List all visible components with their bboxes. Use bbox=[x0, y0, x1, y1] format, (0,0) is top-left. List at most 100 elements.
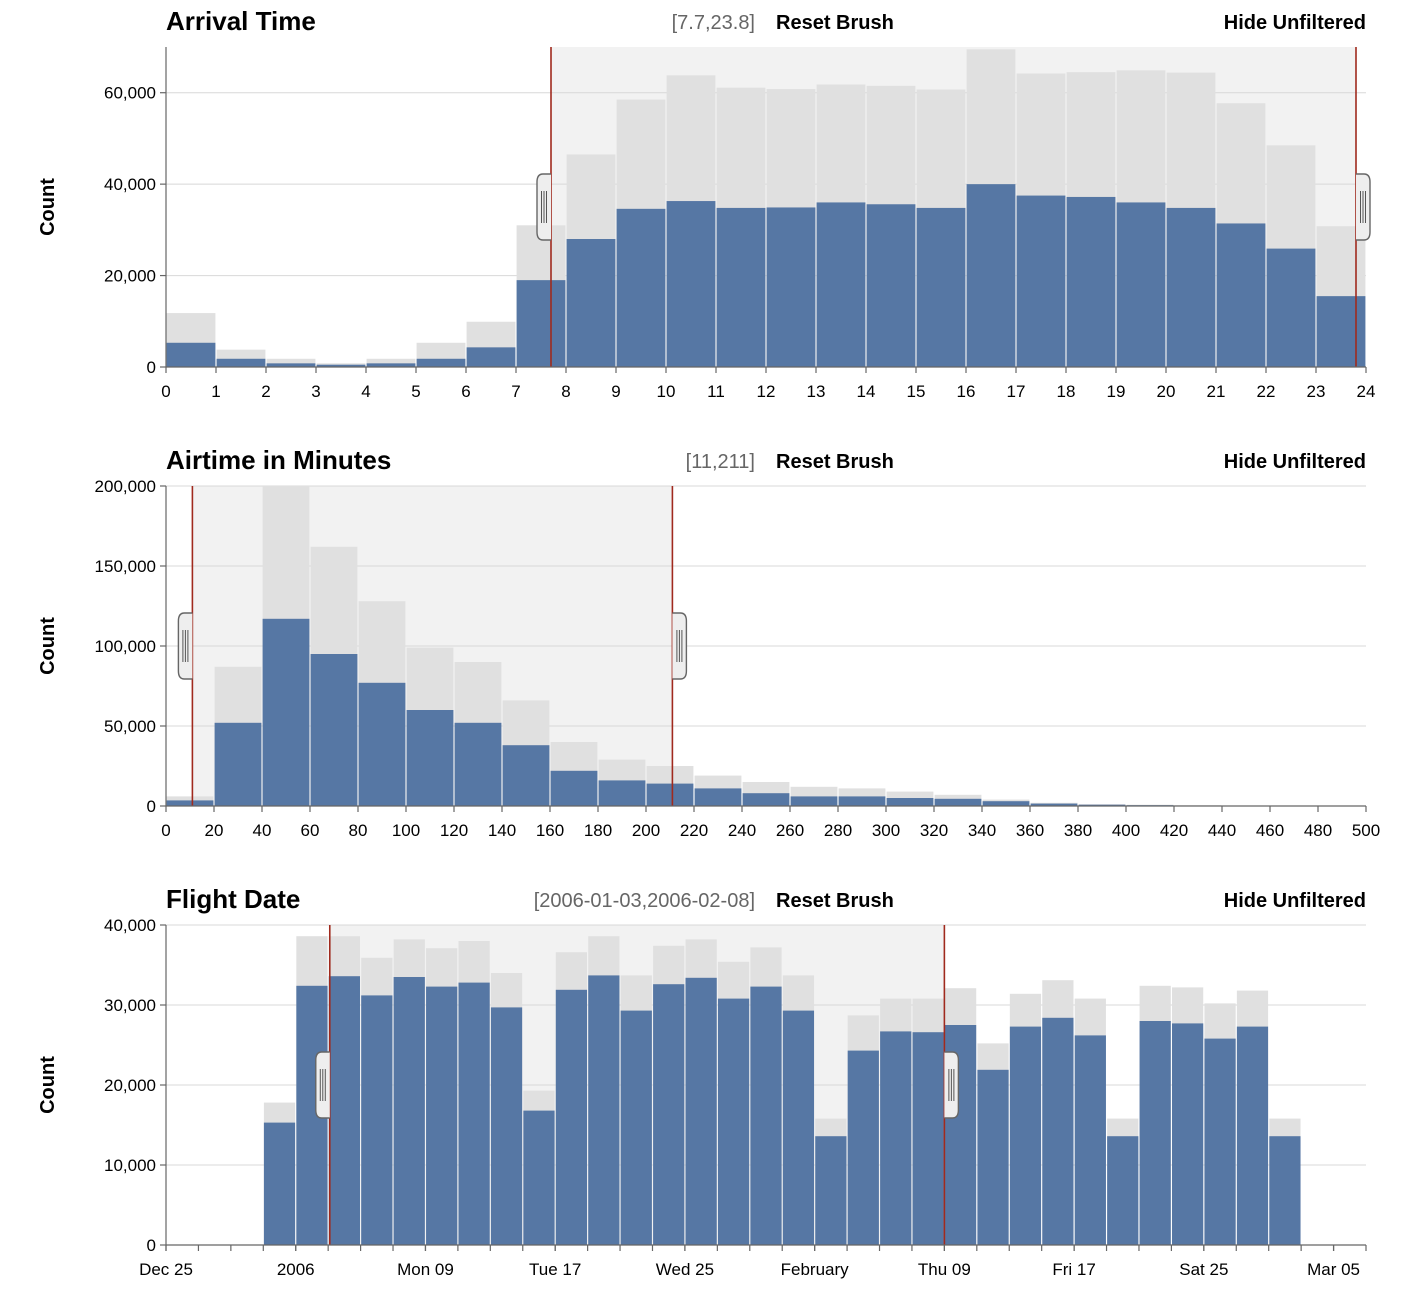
filtered-bar bbox=[916, 207, 966, 367]
filtered-bar bbox=[1116, 202, 1166, 367]
hide-unfiltered-button[interactable]: Hide Unfiltered bbox=[1224, 12, 1366, 34]
filtered-bar bbox=[886, 798, 934, 806]
filtered-bar bbox=[1016, 195, 1066, 367]
x-tick-label: 380 bbox=[1064, 821, 1092, 840]
x-tick-label: February bbox=[781, 1260, 850, 1279]
filtered-bar bbox=[620, 1010, 652, 1245]
x-tick-label: 16 bbox=[957, 382, 976, 401]
x-tick-label: 21 bbox=[1207, 382, 1226, 401]
x-tick-label: 15 bbox=[907, 382, 926, 401]
chart-title: Arrival Time bbox=[166, 6, 316, 36]
filtered-bar bbox=[912, 1032, 944, 1245]
filtered-bar bbox=[166, 342, 216, 367]
hide-unfiltered-button[interactable]: Hide Unfiltered bbox=[1224, 451, 1366, 473]
filtered-bar bbox=[598, 780, 646, 806]
x-tick-label: 260 bbox=[776, 821, 804, 840]
y-tick-label: 150,000 bbox=[95, 557, 156, 576]
x-tick-label: 8 bbox=[561, 382, 570, 401]
y-tick-label: 40,000 bbox=[104, 175, 156, 194]
y-tick-label: 60,000 bbox=[104, 84, 156, 103]
y-tick-label: 20,000 bbox=[104, 267, 156, 286]
x-tick-label: 17 bbox=[1007, 382, 1026, 401]
x-tick-label: 140 bbox=[488, 821, 516, 840]
filtered-bar bbox=[1042, 1017, 1074, 1245]
x-tick-label: 220 bbox=[680, 821, 708, 840]
filtered-bar bbox=[393, 977, 425, 1245]
filtered-bar bbox=[358, 682, 406, 806]
filtered-bar bbox=[328, 976, 360, 1245]
x-tick-label: 300 bbox=[872, 821, 900, 840]
filtered-bar bbox=[1078, 804, 1126, 806]
x-tick-label: 20 bbox=[1157, 382, 1176, 401]
filtered-bar bbox=[790, 796, 838, 806]
filtered-bar bbox=[1236, 1026, 1269, 1245]
x-tick-label: 200 bbox=[632, 821, 660, 840]
x-tick-label: Dec 25 bbox=[139, 1260, 193, 1279]
filtered-bar bbox=[816, 202, 866, 367]
x-tick-label: 12 bbox=[757, 382, 776, 401]
filtered-bar bbox=[1172, 1023, 1204, 1245]
y-tick-label: 200,000 bbox=[95, 477, 156, 496]
filtered-bar bbox=[742, 793, 790, 806]
filtered-bar bbox=[550, 770, 598, 806]
x-tick-label: 180 bbox=[584, 821, 612, 840]
filtered-bar bbox=[1107, 1136, 1139, 1245]
filtered-bar bbox=[1030, 803, 1078, 806]
x-tick-label: 2006 bbox=[277, 1260, 315, 1279]
x-tick-label: 240 bbox=[728, 821, 756, 840]
filtered-bar bbox=[516, 280, 566, 367]
x-tick-label: 6 bbox=[461, 382, 470, 401]
filtered-bar bbox=[1074, 1035, 1106, 1245]
panel-0: Arrival Time [7.7,23.8] Reset Brush Hide Un… bbox=[37, 6, 1375, 401]
y-tick-label: 0 bbox=[147, 358, 156, 377]
x-tick-label: 60 bbox=[301, 821, 320, 840]
x-tick-label: 19 bbox=[1107, 382, 1126, 401]
filtered-bar bbox=[1066, 196, 1116, 367]
filtered-bar bbox=[566, 239, 616, 367]
x-tick-label: 23 bbox=[1307, 382, 1326, 401]
x-tick-label: 14 bbox=[857, 382, 876, 401]
filtered-bar bbox=[216, 358, 266, 367]
x-tick-label: 120 bbox=[440, 821, 468, 840]
filtered-bar bbox=[1269, 1136, 1301, 1245]
x-tick-label: Mar 05 bbox=[1307, 1260, 1360, 1279]
y-axis-label: Count bbox=[37, 178, 59, 236]
filtered-bar bbox=[1009, 1026, 1042, 1245]
filtered-bar bbox=[454, 722, 502, 806]
x-tick-label: 160 bbox=[536, 821, 564, 840]
filtered-bar bbox=[523, 1110, 555, 1245]
reset-brush-button[interactable]: Reset Brush bbox=[776, 890, 894, 912]
filtered-bar bbox=[847, 1050, 879, 1245]
x-tick-label: 360 bbox=[1016, 821, 1044, 840]
filtered-bar bbox=[555, 989, 588, 1245]
x-tick-label: 320 bbox=[920, 821, 948, 840]
reset-brush-button[interactable]: Reset Brush bbox=[776, 12, 894, 34]
filtered-bar bbox=[666, 201, 716, 367]
y-axis-label: Count bbox=[37, 617, 59, 675]
x-tick-label: 460 bbox=[1256, 821, 1284, 840]
filtered-bar bbox=[866, 204, 916, 367]
filtered-bar bbox=[616, 208, 666, 367]
filtered-bar bbox=[982, 801, 1030, 806]
filtered-bar bbox=[502, 745, 550, 806]
x-tick-label: 20 bbox=[205, 821, 224, 840]
x-tick-label: 480 bbox=[1304, 821, 1332, 840]
filtered-bar bbox=[310, 654, 358, 806]
filtered-bar bbox=[977, 1069, 1009, 1245]
x-tick-label: 10 bbox=[657, 382, 676, 401]
filtered-bar bbox=[588, 975, 620, 1245]
filtered-bar bbox=[1266, 248, 1316, 367]
x-tick-label: 500 bbox=[1352, 821, 1380, 840]
x-tick-label: Thu 09 bbox=[918, 1260, 971, 1279]
x-tick-label: 400 bbox=[1112, 821, 1140, 840]
filtered-bar bbox=[1216, 223, 1266, 367]
x-tick-label: 80 bbox=[349, 821, 368, 840]
x-tick-label: 2 bbox=[261, 382, 270, 401]
hide-unfiltered-button[interactable]: Hide Unfiltered bbox=[1224, 890, 1366, 912]
x-tick-label: 5 bbox=[411, 382, 420, 401]
filtered-bar bbox=[266, 363, 316, 367]
filtered-bar bbox=[685, 977, 717, 1245]
filtered-bar bbox=[782, 1010, 815, 1245]
reset-brush-button[interactable]: Reset Brush bbox=[776, 451, 894, 473]
